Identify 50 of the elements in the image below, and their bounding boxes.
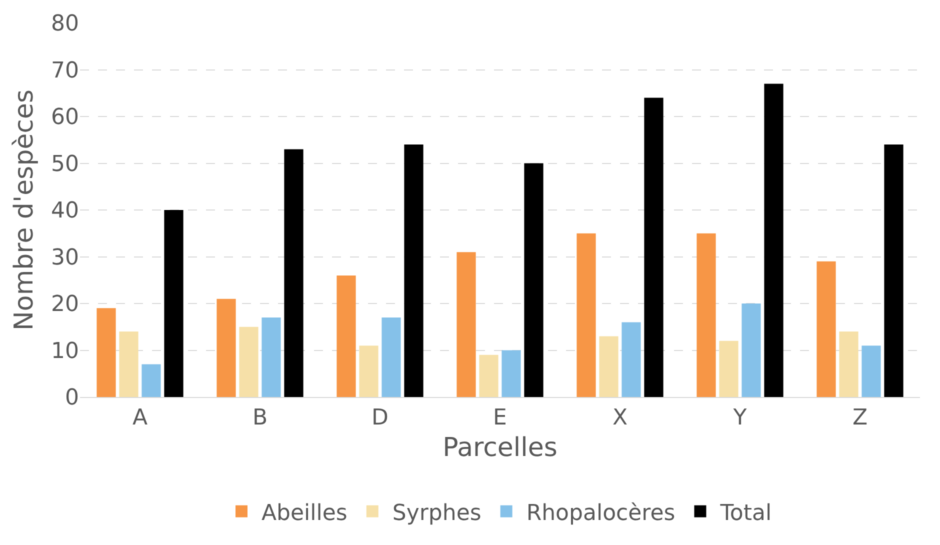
x-tick-label: D bbox=[372, 405, 388, 430]
bar bbox=[164, 210, 184, 397]
bar bbox=[742, 304, 761, 397]
x-tick-label: A bbox=[132, 405, 148, 430]
legend-label: Total bbox=[719, 500, 772, 526]
bar bbox=[96, 308, 116, 397]
bar bbox=[284, 149, 304, 397]
bar bbox=[382, 318, 401, 397]
bar bbox=[262, 318, 281, 397]
bar bbox=[456, 252, 476, 397]
bar bbox=[816, 261, 836, 397]
y-tick-label: 20 bbox=[51, 292, 79, 318]
x-tick-label: B bbox=[252, 405, 268, 430]
x-axis-title: Parcelles bbox=[442, 433, 558, 464]
bar bbox=[119, 332, 138, 397]
bar bbox=[479, 354, 498, 397]
x-tick-label: Y bbox=[732, 405, 748, 430]
y-tick-label: 10 bbox=[51, 338, 79, 364]
bar bbox=[719, 340, 738, 397]
x-tick-label: E bbox=[493, 405, 507, 430]
bar bbox=[622, 322, 641, 397]
y-tick-label: 60 bbox=[51, 105, 79, 130]
y-tick-label: 30 bbox=[51, 245, 79, 270]
x-tick-label: X bbox=[612, 405, 628, 430]
bar bbox=[862, 346, 881, 397]
y-axis-title: Nombre d'espèces bbox=[9, 89, 40, 331]
legend-label: Abeilles bbox=[262, 500, 348, 526]
bar bbox=[524, 163, 544, 397]
bar bbox=[884, 144, 904, 397]
y-tick-label: 0 bbox=[65, 386, 79, 411]
bar bbox=[239, 326, 258, 397]
bar bbox=[599, 336, 618, 397]
bar bbox=[142, 364, 161, 397]
bar bbox=[696, 233, 716, 397]
y-tick-label: 70 bbox=[51, 58, 79, 84]
y-tick-label: 40 bbox=[51, 198, 79, 224]
bar bbox=[336, 275, 356, 397]
bar bbox=[404, 144, 424, 397]
y-tick-label: 50 bbox=[51, 152, 79, 177]
bar bbox=[576, 233, 596, 397]
y-tick-label: 80 bbox=[51, 12, 79, 37]
bar bbox=[644, 98, 664, 397]
bar bbox=[216, 298, 236, 397]
bar bbox=[764, 84, 784, 397]
x-tick-label: Z bbox=[852, 405, 868, 430]
bar bbox=[839, 332, 858, 397]
bar bbox=[359, 346, 378, 397]
legend-label: Syrphes bbox=[392, 500, 482, 526]
legend-label: Rhopalocères bbox=[526, 500, 676, 526]
bar bbox=[502, 350, 521, 397]
